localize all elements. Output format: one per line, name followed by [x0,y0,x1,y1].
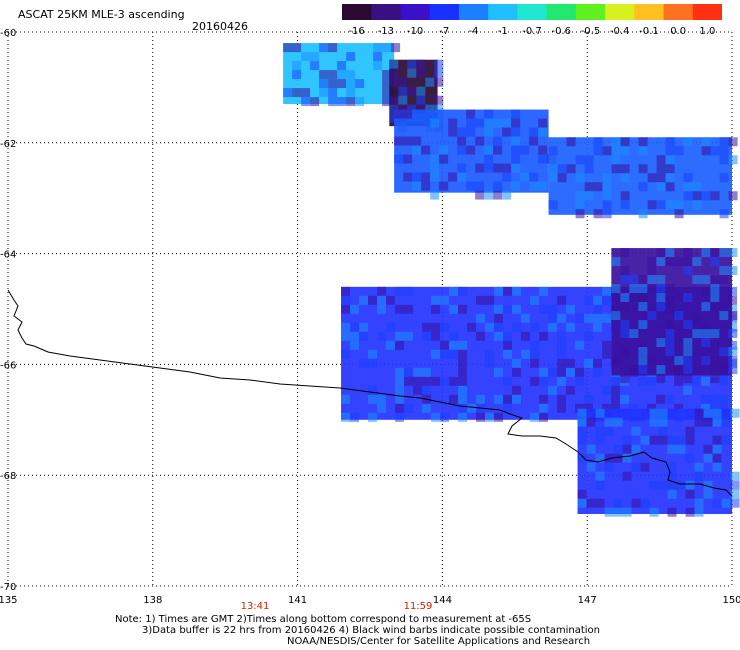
colorbar-swatch [517,4,548,20]
main-swath-east-dark [611,248,738,384]
colorbar-label: -13 [377,26,395,37]
colorbar-label: -0.5 [580,26,601,37]
latitude-label: -64 [0,250,16,261]
longitude-label: 135 [0,595,18,606]
east-swath [548,137,738,219]
colorbar-swatch [458,4,489,20]
note-line-1: Note: 1) Times are GMT 2)Times along bot… [115,614,532,625]
colorbar-swatch [634,4,665,20]
coastline [7,289,733,497]
colorbar-swatch [342,4,372,20]
colorbar-swatch [546,4,577,20]
time-label-1: 13:41 [241,601,270,612]
latitude-label: -62 [0,139,16,150]
colorbar-label: 0.0 [670,26,687,37]
colorbar-label: 1.0 [699,26,716,37]
colorbar [342,4,722,20]
colorbar-swatch [488,4,518,20]
colorbar-label: -4 [468,26,479,37]
latitude-label: -68 [0,471,16,482]
colorbar-label: -1 [497,26,508,37]
colorbar-swatch [575,4,606,20]
longitude-label: 141 [288,595,307,606]
figure-date: 20160426 [192,20,248,33]
longitude-labels: 135 138 141 144 147 150 [0,595,740,606]
latitude-label: -60 [0,28,16,39]
lower-swath [577,408,740,517]
colorbar-swatch [663,4,694,20]
colorbar-label: -10 [406,26,424,37]
footnotes: Note: 1) Times are GMT 2)Times along bot… [115,614,600,647]
upper-swath-cyan [283,43,401,107]
colorbar-swatch [400,4,431,20]
colorbar-swatch [692,4,722,20]
swath-data [283,43,740,517]
latitude-label: -66 [0,360,16,371]
colorbar-swatch [429,4,460,20]
latitude-labels: -60 -62 -64 -66 -68 -70 [0,28,16,593]
longitude-label: 150 [722,595,740,606]
upper-swath-blue [394,109,557,200]
longitude-label: 144 [433,595,452,606]
figure-title: ASCAT 25KM MLE-3 ascending [18,8,185,21]
colorbar-swatch [605,4,635,20]
note-line-3: NOAA/NESDIS/Center for Satellite Applica… [287,636,591,647]
longitude-label: 138 [143,595,162,606]
colorbar-label: -0.4 [609,26,630,37]
time-label-2: 11:59 [404,601,433,612]
note-line-2: 3)Data buffer is 22 hrs from 20160426 4)… [142,625,600,636]
latitude-label: -70 [0,582,16,593]
colorbar-swatch [371,4,401,20]
longitude-label: 147 [578,595,597,606]
colorbar-label: -0.6 [551,26,571,37]
